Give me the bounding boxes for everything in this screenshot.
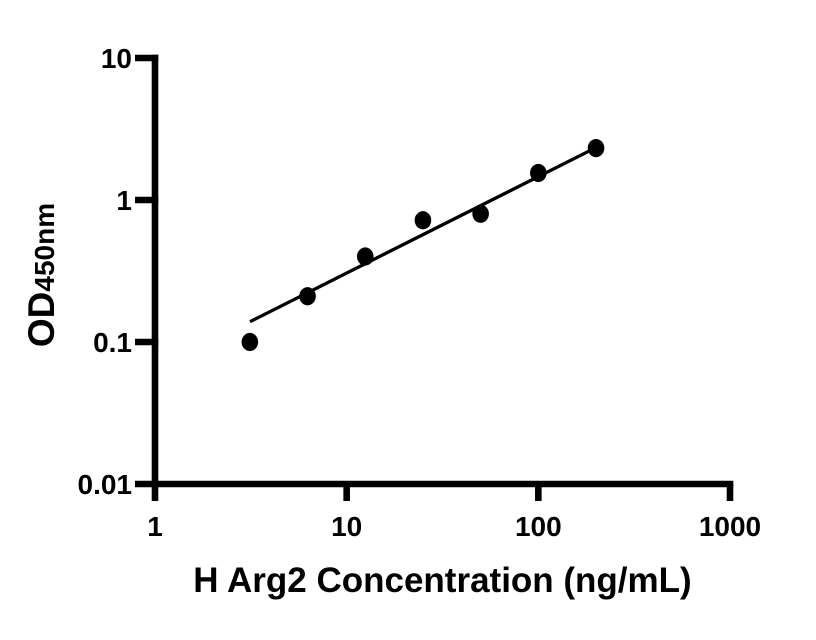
data-point	[587, 139, 605, 158]
x-tick-label: 100	[515, 511, 562, 542]
y-axis-label-od: OD	[21, 291, 62, 348]
data-point	[299, 287, 316, 306]
data-point	[414, 211, 432, 230]
y-tick-label: 10	[101, 43, 132, 74]
data-point	[241, 332, 259, 352]
x-tick-label: 10	[331, 511, 362, 542]
x-tick-label: 1	[147, 511, 163, 542]
x-axis-label: H Arg2 Concentration (ng/mL)	[193, 561, 692, 600]
data-point	[356, 247, 374, 266]
y-axis-label-450nm: 450nm	[29, 202, 60, 292]
x-tick-label: 1000	[699, 511, 761, 542]
data-point	[530, 163, 547, 183]
data-point	[472, 204, 489, 223]
y-tick-label: 0.1	[93, 327, 132, 358]
y-axis-label: OD450nm	[21, 202, 68, 348]
y-tick-label: 1	[116, 185, 132, 216]
y-tick-label: 0.01	[78, 469, 133, 500]
